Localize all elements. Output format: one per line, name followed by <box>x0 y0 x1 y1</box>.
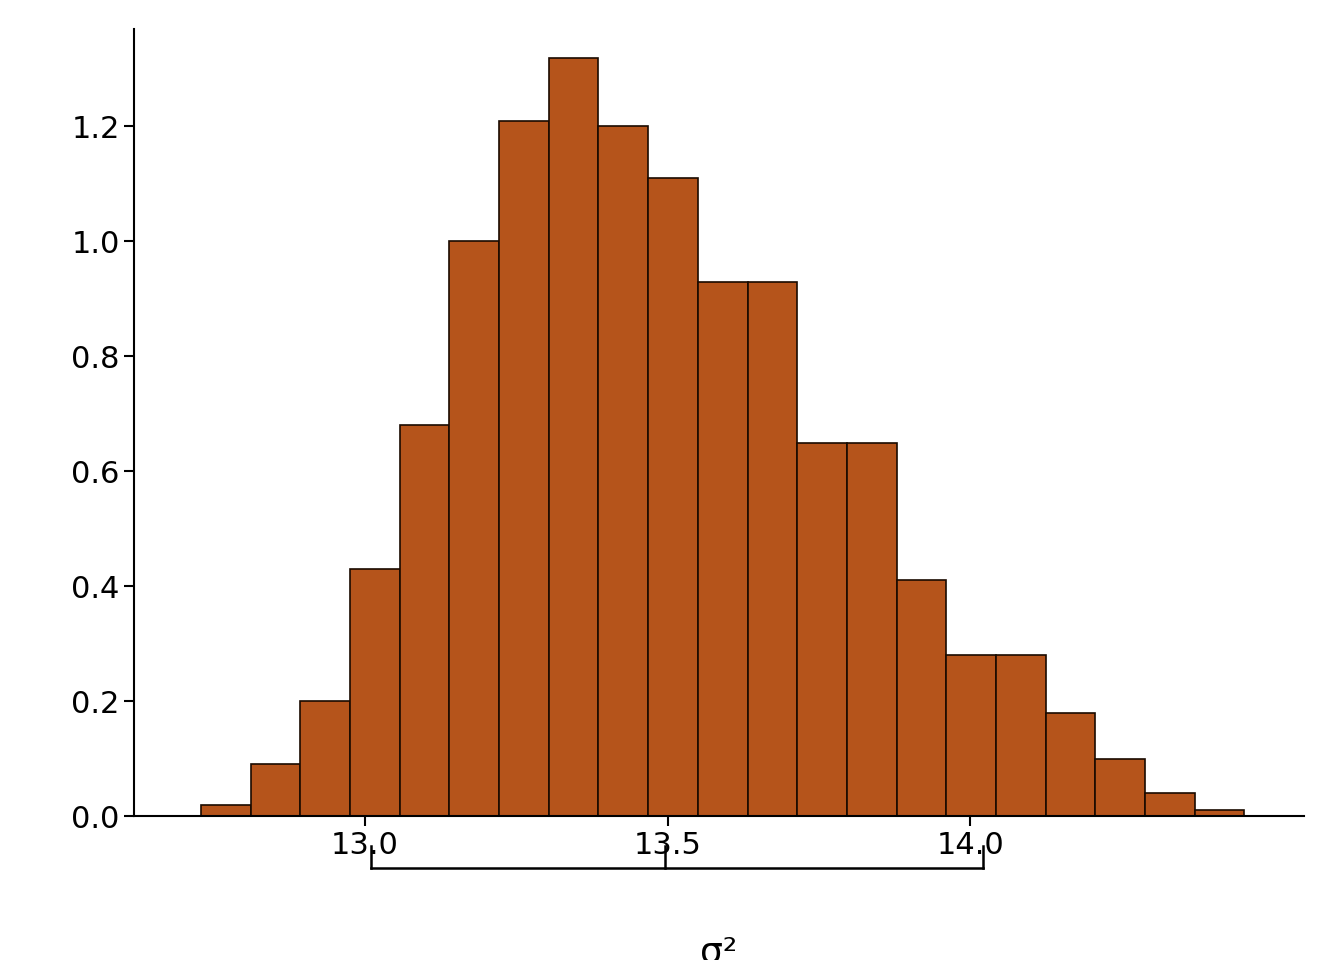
Bar <box>349 569 399 816</box>
Bar <box>301 701 349 816</box>
Bar <box>797 443 847 816</box>
Bar <box>1195 810 1245 816</box>
Bar <box>251 764 301 816</box>
Bar <box>747 281 797 816</box>
Bar <box>202 804 251 816</box>
Bar <box>1145 793 1195 816</box>
Bar <box>847 443 896 816</box>
Bar <box>698 281 747 816</box>
Bar <box>548 58 598 816</box>
Bar <box>399 425 449 816</box>
Bar <box>996 655 1046 816</box>
Bar <box>449 241 499 816</box>
Bar <box>896 581 946 816</box>
Bar <box>499 121 548 816</box>
Bar <box>1095 758 1145 816</box>
Bar <box>946 655 996 816</box>
Bar <box>598 127 648 816</box>
Bar <box>648 179 698 816</box>
Bar <box>1046 712 1095 816</box>
X-axis label: σ²: σ² <box>700 936 738 960</box>
